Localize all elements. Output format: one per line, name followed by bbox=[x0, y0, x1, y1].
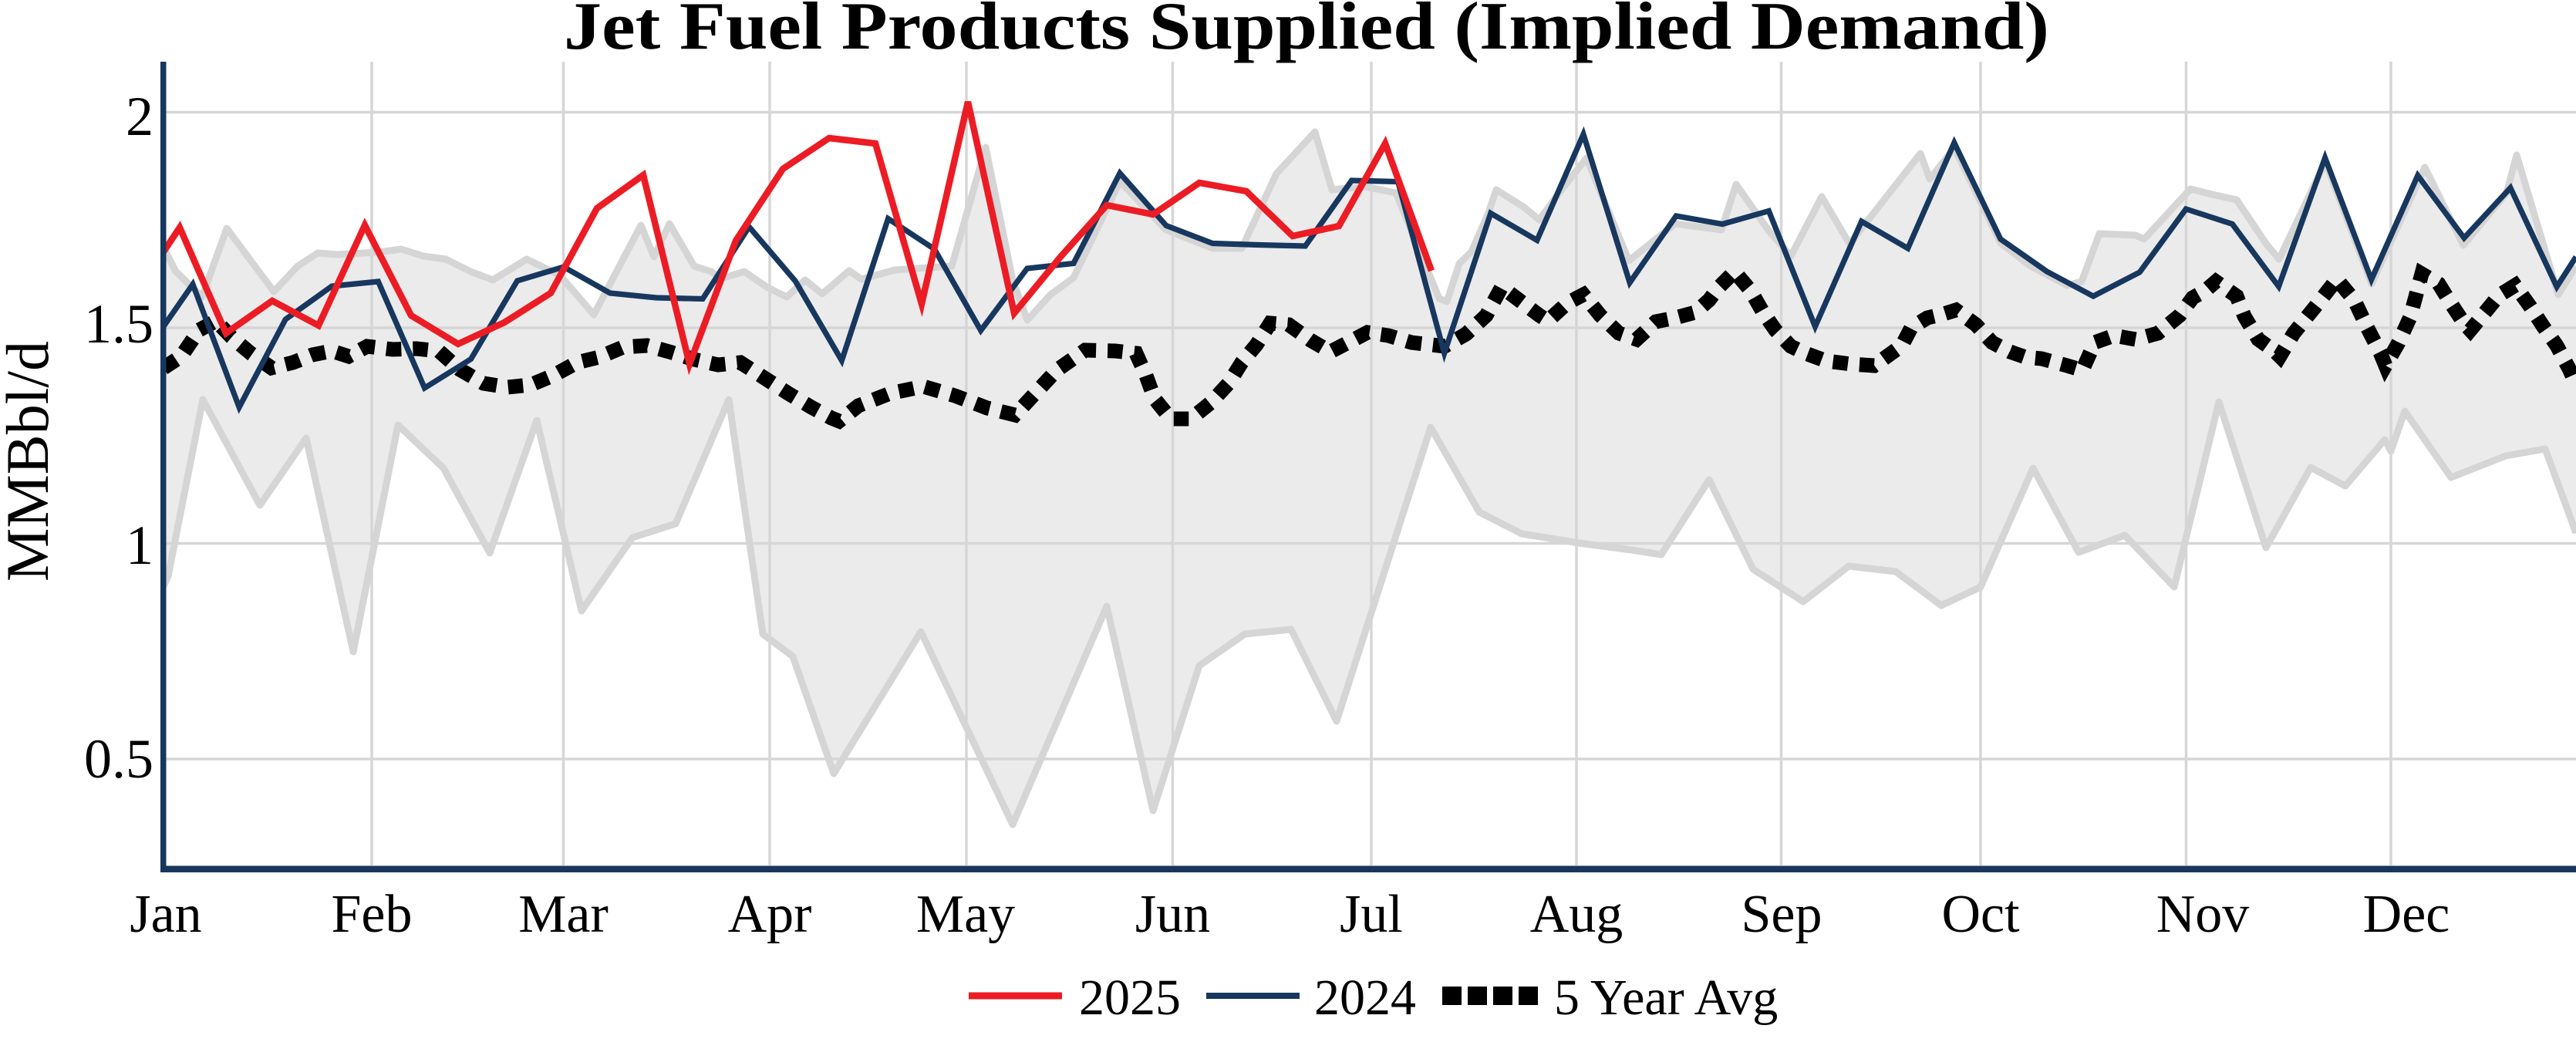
svg-text:Dec: Dec bbox=[2363, 885, 2450, 944]
svg-text:Jul: Jul bbox=[1340, 885, 1403, 944]
svg-text:Mar: Mar bbox=[518, 885, 609, 944]
svg-text:Aug: Aug bbox=[1530, 885, 1623, 944]
svg-text:0.5: 0.5 bbox=[84, 728, 153, 790]
svg-text:Jun: Jun bbox=[1135, 885, 1210, 944]
svg-text:Oct: Oct bbox=[1941, 885, 2020, 944]
svg-text:Nov: Nov bbox=[2156, 885, 2250, 944]
svg-text:Jet Fuel Products Supplied (Im: Jet Fuel Products Supplied (Implied Dema… bbox=[564, 0, 2049, 64]
svg-text:2: 2 bbox=[126, 86, 153, 147]
svg-text:MMBbl/d: MMBbl/d bbox=[0, 341, 61, 582]
svg-text:May: May bbox=[916, 885, 1015, 944]
svg-text:Sep: Sep bbox=[1741, 885, 1822, 944]
svg-text:2024: 2024 bbox=[1314, 970, 1416, 1026]
svg-text:Feb: Feb bbox=[332, 885, 413, 944]
svg-text:Apr: Apr bbox=[728, 885, 812, 944]
svg-text:Jan: Jan bbox=[130, 885, 201, 944]
svg-text:2025: 2025 bbox=[1079, 970, 1181, 1026]
svg-text:5 Year Avg: 5 Year Avg bbox=[1554, 970, 1778, 1026]
svg-text:1.5: 1.5 bbox=[84, 293, 153, 355]
svg-text:1: 1 bbox=[126, 514, 153, 576]
